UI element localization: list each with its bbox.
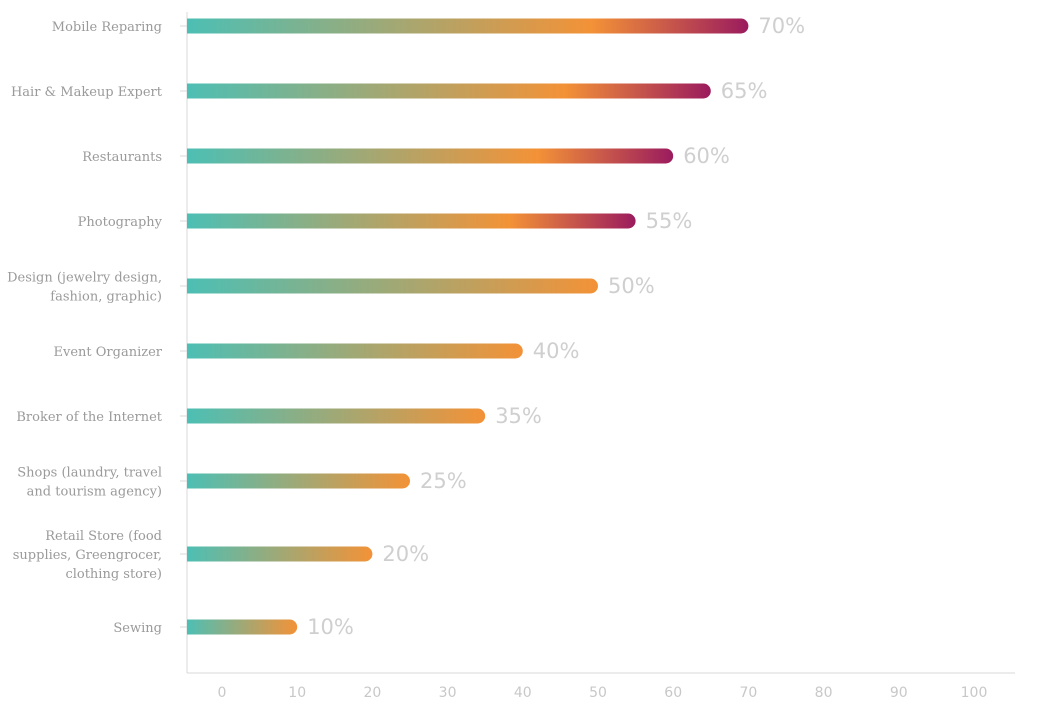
bar	[187, 213, 636, 229]
category-label: Photography	[78, 215, 163, 230]
category-label: Broker of the Internet	[16, 410, 162, 425]
bar	[187, 343, 523, 359]
category-label: Retail Store (food supplies, Greengrocer,…	[13, 529, 162, 582]
x-tick-label: 10	[288, 685, 306, 701]
category-label-group: Mobile Reparing Hair & Makeup Expert Resta…	[7, 20, 163, 636]
bar	[187, 619, 298, 635]
data-label: 55%	[646, 209, 693, 233]
bar	[187, 408, 486, 424]
chart-axes	[180, 12, 1015, 674]
category-label: Hair & Makeup Expert	[11, 85, 163, 100]
x-tick-label: 100	[961, 685, 988, 701]
data-label: 70%	[758, 14, 805, 38]
data-label: 10%	[307, 615, 354, 639]
x-tick-label: 80	[815, 685, 833, 701]
category-label: Design (jewelry design, fashion, graphic)	[7, 271, 162, 305]
x-tick-label: 20	[363, 685, 381, 701]
x-tick-label: 70	[739, 685, 757, 701]
bar	[187, 473, 410, 489]
x-tick-label: 90	[890, 685, 908, 701]
data-label: 65%	[721, 79, 768, 103]
bar	[187, 546, 373, 562]
x-tick-group: 0 10 20 30 40 50 60 70 80 90 100	[218, 685, 988, 701]
bar	[187, 278, 598, 294]
data-label: 25%	[420, 469, 467, 493]
category-label: Mobile Reparing	[52, 20, 162, 35]
x-tick-label: 60	[664, 685, 682, 701]
bar-group	[187, 18, 749, 635]
category-label: Shops (laundry, travel and tourism agency…	[17, 466, 162, 500]
category-label: Sewing	[113, 621, 162, 636]
bar	[187, 18, 749, 34]
data-label: 20%	[382, 542, 429, 566]
category-label: Restaurants	[82, 150, 162, 165]
x-tick-label: 0	[218, 685, 227, 701]
bar	[187, 83, 711, 99]
data-label: 40%	[533, 339, 580, 363]
bar	[187, 148, 674, 164]
x-tick-label: 30	[439, 685, 457, 701]
data-label-group: 70% 65% 60% 55% 50% 40% 35% 25% 20% 10%	[307, 14, 805, 639]
x-tick-label: 40	[514, 685, 532, 701]
x-tick-label: 50	[589, 685, 607, 701]
data-label: 35%	[495, 404, 542, 428]
category-label: Event Organizer	[54, 345, 163, 360]
data-label: 60%	[683, 144, 730, 168]
data-label: 50%	[608, 274, 655, 298]
